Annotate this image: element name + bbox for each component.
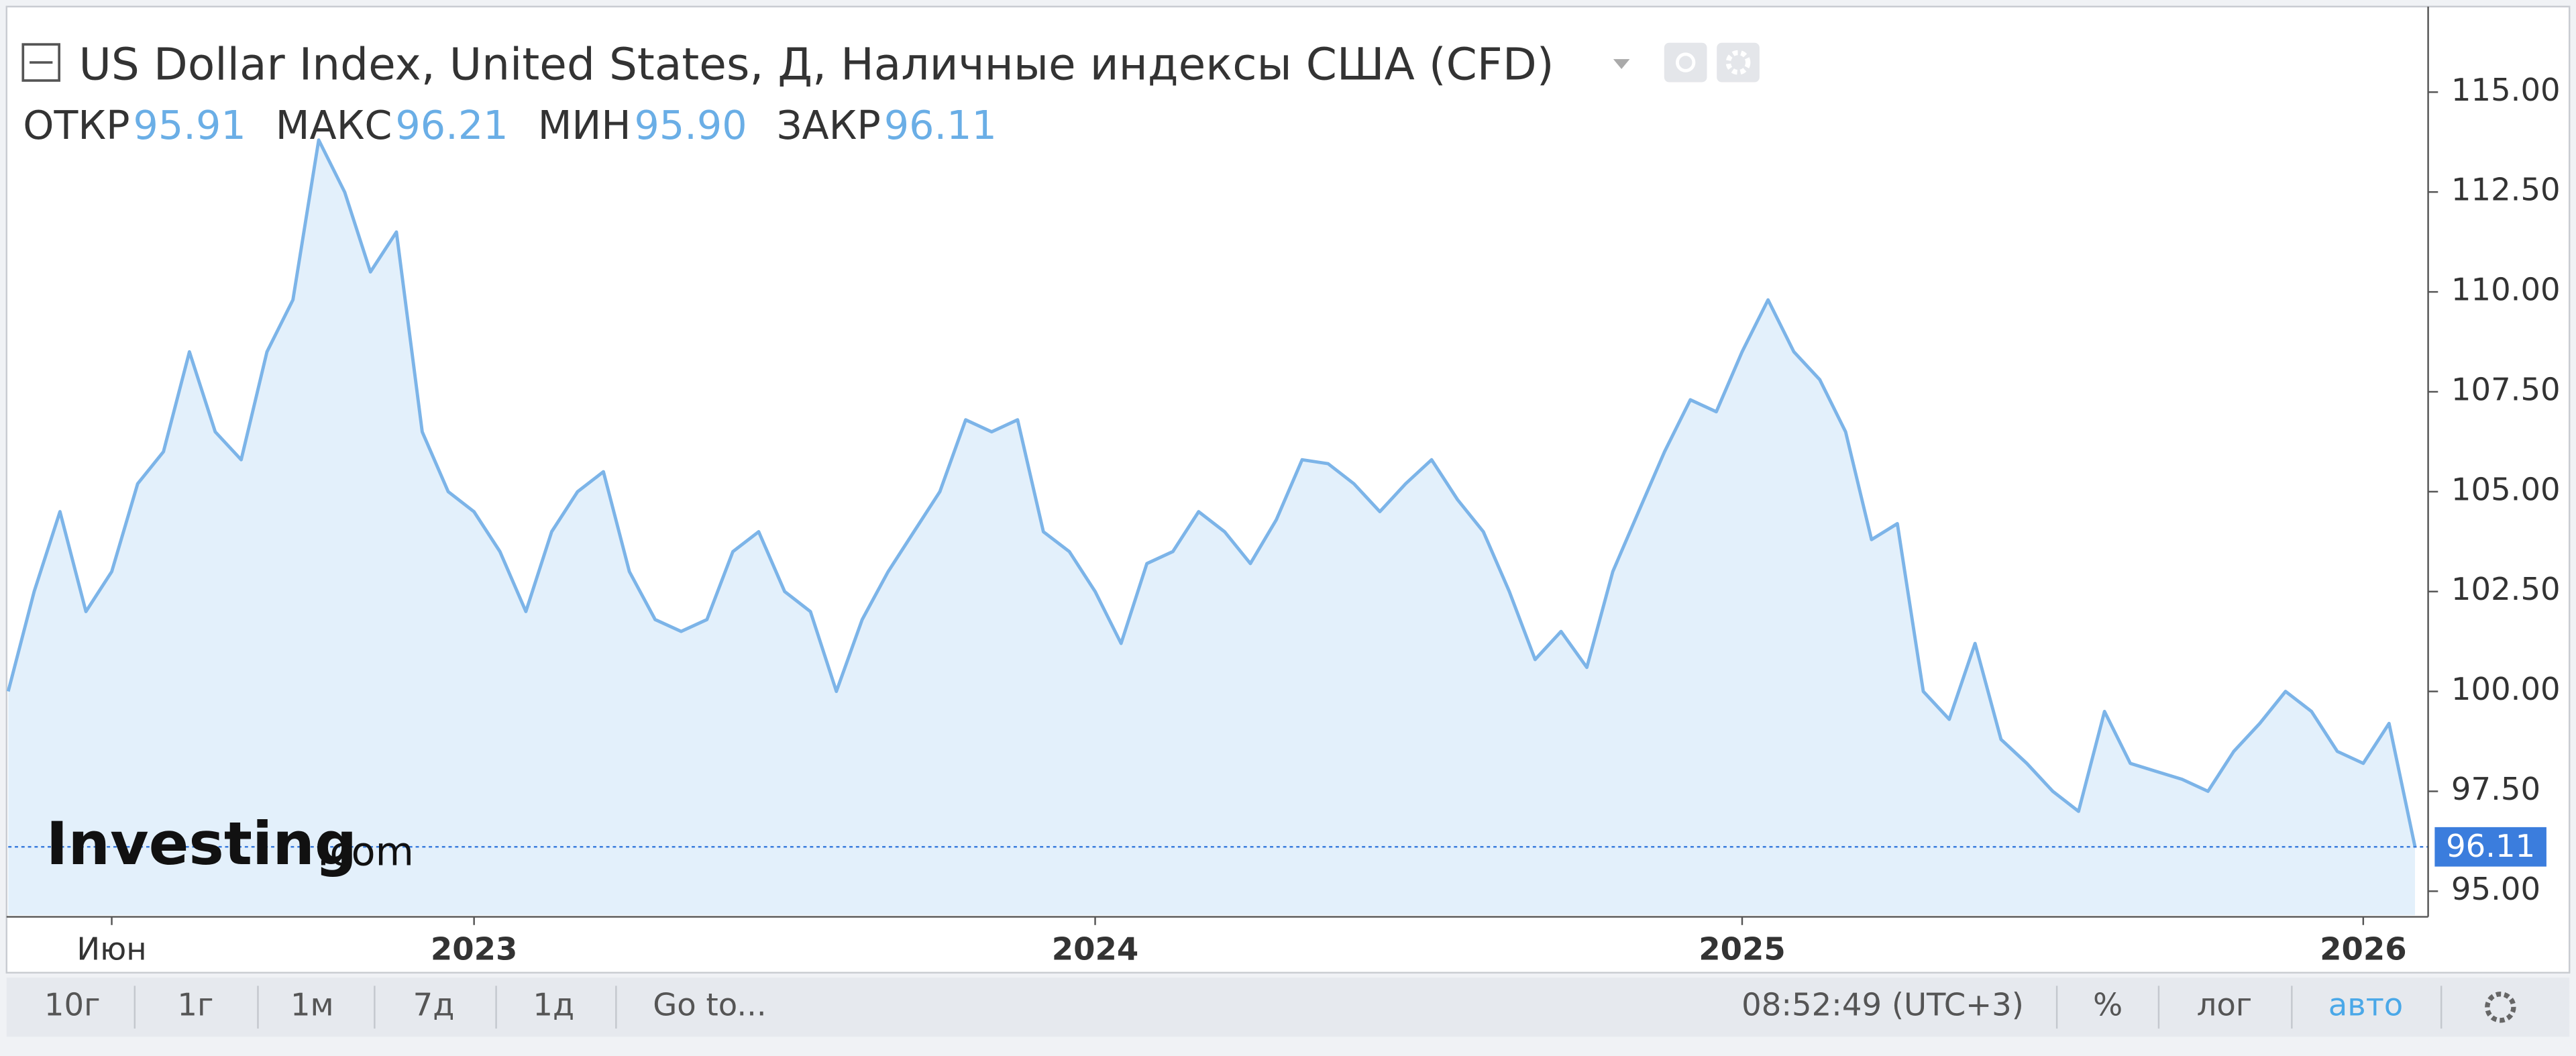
- ohlc-name: ЗАКР: [777, 102, 881, 148]
- x-tick-label: 2026: [2320, 931, 2406, 967]
- x-tick-label: 2024: [1052, 931, 1138, 967]
- range-button[interactable]: 1м: [290, 987, 334, 1023]
- ohlc-value: 95.91: [133, 102, 246, 148]
- range-button[interactable]: 10г: [44, 987, 101, 1023]
- y-tick-label: 115.00: [2451, 72, 2561, 108]
- clock[interactable]: 08:52:49 (UTC+3): [1741, 987, 2024, 1023]
- eye-icon[interactable]: [1664, 42, 1707, 83]
- ohlc-value: 96.21: [395, 102, 508, 148]
- ohlc-name: МИН: [538, 102, 631, 148]
- last-price-label: 96.11: [2446, 828, 2535, 864]
- y-tick-label: 105.00: [2451, 471, 2561, 507]
- price-line: [6, 138, 2417, 847]
- percent-button[interactable]: %: [2093, 987, 2123, 1023]
- area: [8, 140, 2416, 916]
- ohlc-name: МАКС: [276, 102, 392, 148]
- y-tick-label: 107.50: [2451, 371, 2561, 407]
- last-price-tag: [2434, 827, 2546, 867]
- toolbar: [6, 978, 2570, 1037]
- y-tick-label: 110.00: [2451, 272, 2561, 308]
- log-button[interactable]: лог: [2197, 987, 2253, 1023]
- auto-button[interactable]: авто: [2328, 987, 2403, 1023]
- y-tick-label: 112.50: [2451, 172, 2561, 208]
- range-button[interactable]: 1д: [533, 987, 574, 1023]
- y-tick-label: 97.50: [2451, 771, 2540, 807]
- settings-icon[interactable]: [1717, 42, 1760, 83]
- eye-icon-pupil: [1675, 52, 1696, 72]
- logo: Investing .com: [46, 809, 414, 878]
- y-tick-label: 102.50: [2451, 571, 2561, 607]
- logo-main: Investing: [46, 809, 358, 878]
- dropdown-icon[interactable]: [1613, 59, 1630, 69]
- toolbar-items: 10г 1г 1м 7д 1д Go to... 08:52:49 (UTC+3)% лог а…: [44, 986, 2516, 1029]
- plot-area: [6, 138, 2428, 916]
- range-button[interactable]: 7д: [413, 987, 455, 1023]
- chart-title: US Dollar Index, United States, Д, Налич…: [79, 38, 1554, 90]
- ohlc-value: 95.90: [634, 102, 747, 148]
- range-button[interactable]: 1г: [177, 987, 213, 1023]
- y-tick-label: 100.00: [2451, 671, 2561, 707]
- logo-suffix: .com: [317, 829, 414, 875]
- x-tick-label: 2025: [1699, 931, 1785, 967]
- ohlc-name: ОТКР: [23, 102, 129, 148]
- ohlc-legend: ОТКР 95.91 МАКС 96.21 МИН 95.90 ЗАКР 96.11: [23, 102, 997, 148]
- ohlc-value: 96.11: [884, 102, 997, 148]
- y-tick-label: 95.00: [2451, 871, 2540, 907]
- settings-icon-gear: [1725, 50, 1751, 75]
- goto-button[interactable]: Go to...: [653, 987, 767, 1023]
- x-tick-label: 2023: [431, 931, 517, 967]
- x-tick-label: Июн: [76, 931, 146, 967]
- settings-button[interactable]: [2485, 991, 2516, 1023]
